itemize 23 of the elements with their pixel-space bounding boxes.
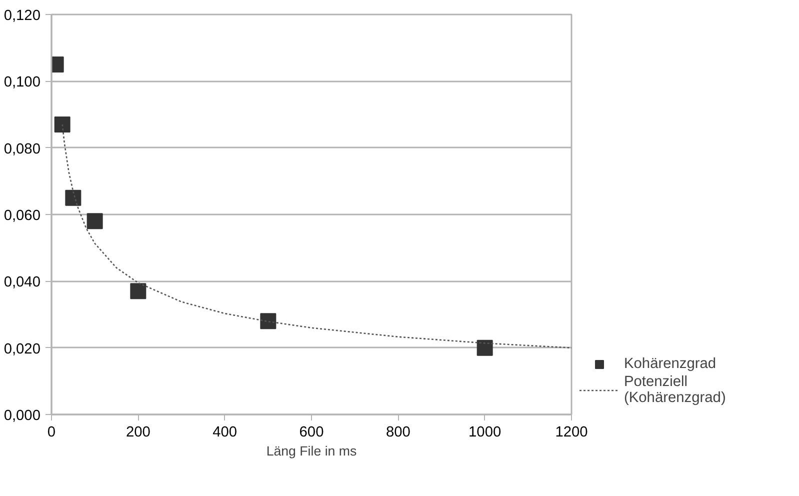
- y-tick-label: 0,020: [4, 341, 41, 358]
- x-tick-label: 600: [299, 424, 324, 440]
- y-tick-label: 0,080: [4, 141, 41, 158]
- x-axis-title: Läng File in ms: [266, 444, 358, 458]
- x-tick-label: 1200: [555, 424, 588, 440]
- x-tick-label: 1000: [468, 424, 502, 440]
- x-tick-label: 400: [212, 424, 238, 440]
- y-tick-label: 0,000: [4, 408, 41, 424]
- y-tick-label: 0,040: [4, 274, 41, 291]
- point: [54, 116, 70, 132]
- x-tick-label: 800: [386, 424, 410, 440]
- legend-label: Kohärenzgrad: [624, 356, 718, 372]
- x-tick-label: 0: [47, 424, 56, 440]
- point: [476, 340, 493, 356]
- x-tick-label: 200: [126, 424, 150, 440]
- point: [65, 190, 82, 206]
- legend-label: Potenziell (Kohärenzgrad): [624, 374, 727, 406]
- y-tick-label: 0,120: [4, 8, 41, 24]
- point: [86, 213, 103, 230]
- point: [260, 313, 276, 330]
- y-tick-label: 0,060: [4, 208, 41, 224]
- point: [130, 283, 146, 300]
- y-tick-label: 0,100: [4, 74, 41, 91]
